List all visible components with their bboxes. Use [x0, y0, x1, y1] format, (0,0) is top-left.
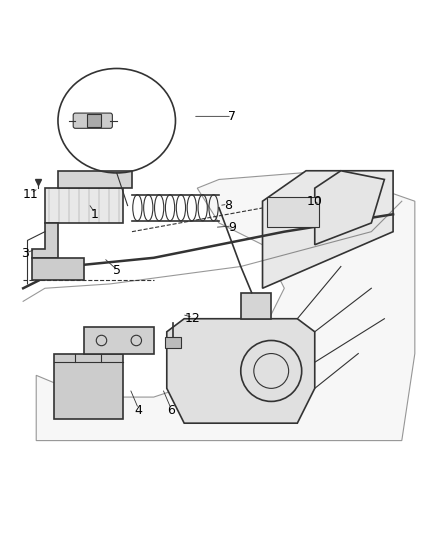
Polygon shape	[84, 327, 154, 353]
Polygon shape	[32, 223, 58, 258]
Text: 5: 5	[113, 264, 121, 277]
Polygon shape	[262, 171, 393, 288]
Text: 6: 6	[167, 403, 175, 417]
FancyBboxPatch shape	[166, 337, 181, 349]
Polygon shape	[58, 171, 132, 188]
Text: 12: 12	[185, 312, 201, 325]
Text: 1: 1	[91, 208, 99, 221]
Text: 8: 8	[224, 199, 232, 212]
Text: 11: 11	[23, 188, 39, 201]
FancyBboxPatch shape	[267, 197, 319, 228]
Polygon shape	[167, 319, 315, 423]
Polygon shape	[36, 171, 415, 441]
Polygon shape	[241, 293, 271, 319]
Polygon shape	[45, 188, 123, 223]
Text: 9: 9	[228, 221, 236, 234]
Text: 3: 3	[21, 247, 29, 260]
Polygon shape	[53, 353, 123, 419]
Text: 7: 7	[228, 110, 236, 123]
Polygon shape	[315, 171, 385, 245]
Polygon shape	[32, 258, 84, 279]
Text: 4: 4	[134, 403, 142, 417]
FancyBboxPatch shape	[73, 113, 113, 128]
Text: 10: 10	[307, 195, 323, 208]
FancyBboxPatch shape	[87, 114, 101, 127]
